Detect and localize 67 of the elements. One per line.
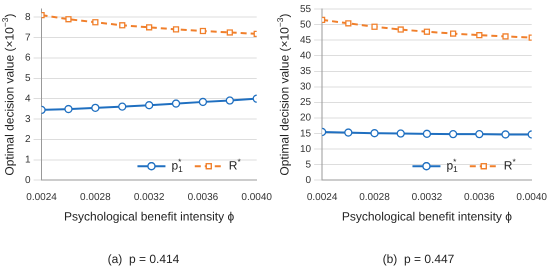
point [119,22,126,28]
y-tick-label: 15 [300,128,312,140]
x-axis-title: Psychological benefit intensity ϕ [342,210,512,224]
y-tick-label: 0 [306,174,312,186]
y-tick-label: 0 [25,174,31,186]
x-tick-label: 0.0024 [26,192,58,203]
point [226,29,233,36]
y-tick-label: 35 [300,66,312,78]
point [172,99,180,108]
x-tick-label: 0.0024 [306,192,338,203]
y-tick-label: 45 [300,34,312,46]
text: (b) p = 0.447 [382,252,455,266]
point [144,101,154,110]
point [398,26,404,33]
point [172,26,180,33]
point [64,104,73,114]
point [424,28,430,35]
point [502,33,509,40]
y-axis-title: Optimal decision value (×10−3) [0,14,16,176]
point [475,130,484,138]
y-tick-label: 30 [300,82,312,93]
x-axis-title: Psychological benefit intensity ϕ [64,210,234,224]
y-tick-label: 40 [300,50,312,62]
legend-label: R* [228,156,242,173]
x-tick-label: 0.0028 [80,192,112,203]
point [476,32,482,38]
point [92,19,98,26]
point [501,130,510,139]
y-tick-label: 55 [300,4,312,15]
y-tick-label: 5 [25,73,31,84]
point [65,16,72,22]
x-tick-label: 0.0032 [134,192,165,203]
legend-label: R* [504,156,516,173]
x-tick-label: 0.0028 [359,192,390,203]
x-tick-label: 0.0036 [464,192,496,203]
point [345,20,352,26]
text: (a) p = 0.414 [108,252,180,266]
point [344,128,352,137]
y-tick-label: 25 [300,97,312,108]
point [91,104,100,112]
point [422,130,432,138]
y-tick-label: 2 [25,134,31,146]
x-tick-label: 0.0040 [241,192,272,203]
y-tick-label: 5 [306,159,312,170]
point [370,129,379,138]
point [448,130,458,138]
point [200,28,206,34]
y-tick-label: 50 [300,19,312,30]
y-tick-label: 10 [300,144,312,155]
y-tick-label: 8 [25,12,31,23]
point [450,30,456,37]
point [198,98,208,106]
point [371,24,378,30]
y-tick-label: 3 [25,114,31,125]
x-tick-label: 0.0040 [516,192,548,203]
y-tick-label: 7 [25,32,31,44]
y-tick-label: 1 [25,154,31,166]
x-tick-label: 0.0032 [412,192,443,203]
point [226,96,234,105]
point [118,102,126,111]
y-axis-title: Optimal decision value (×10−3) [275,14,292,176]
point [146,24,152,30]
x-tick-label: 0.0036 [188,192,219,203]
y-tick-label: 4 [25,93,31,104]
y-tick-label: 6 [25,52,31,64]
point [396,129,405,138]
y-tick-label: 20 [300,112,312,124]
